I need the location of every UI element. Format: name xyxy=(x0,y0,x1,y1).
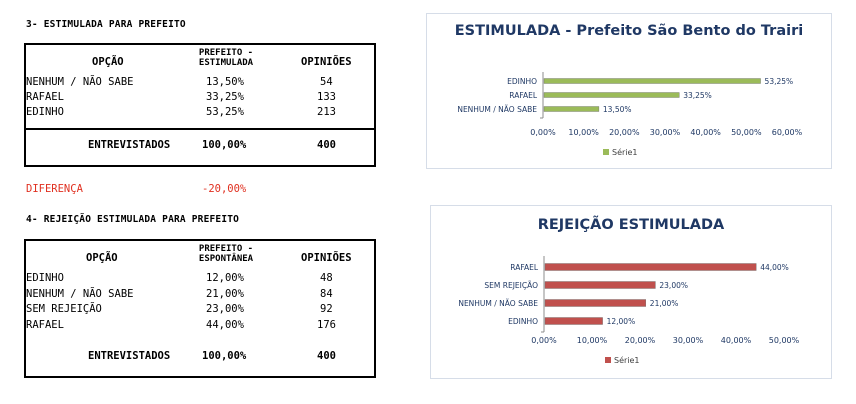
section4-header-option: OPÇÃO xyxy=(86,252,118,264)
table-row-count: 213 xyxy=(317,106,336,118)
bar xyxy=(543,92,680,98)
section4-table: OPÇÃO PREFEITO - ESPONTÂNEA OPINIÕES EDI… xyxy=(24,239,376,378)
chart-rejeicao-plot: 0,00% 10,00% 20,00% 30,00% 40,00% 50,00% EDINH… xyxy=(458,256,800,365)
data-label: 12,00% xyxy=(607,317,636,326)
chart-title: REJEIÇÃO ESTIMULADA xyxy=(537,217,725,233)
table-row-pct: 23,00% xyxy=(206,303,244,315)
x-tick-label: 30,00% xyxy=(650,128,681,137)
bar xyxy=(544,317,603,325)
category-label: NENHUM / NÃO SABE xyxy=(457,105,537,114)
chart-title: ESTIMULADA - Prefeito São Bento do Trair… xyxy=(454,23,804,39)
section4-total-pct: 100,00% xyxy=(202,350,247,362)
data-label: 23,00% xyxy=(659,281,688,290)
table-row-count: 54 xyxy=(320,76,333,88)
table-row-count: 133 xyxy=(317,91,336,103)
section3-header-option: OPÇÃO xyxy=(92,56,124,68)
table-row-count: 176 xyxy=(317,319,336,331)
difference-label: DIFERENÇA xyxy=(26,183,83,195)
data-label: 13,50% xyxy=(603,105,632,114)
x-tick-label: 50,00% xyxy=(769,336,800,345)
table-row-pct: 44,00% xyxy=(206,319,244,331)
x-tick-label: 60,00% xyxy=(772,128,803,137)
bar xyxy=(544,263,757,271)
category-label: RAFAEL xyxy=(509,91,538,100)
bar xyxy=(544,299,647,307)
table-row-option: RAFAEL xyxy=(26,91,64,103)
x-tick-label: 50,00% xyxy=(731,128,762,137)
section4-header-pct-line2: ESPONTÂNEA xyxy=(198,254,254,264)
chart-estimulada-plot: 0,00% 10,00% 20,00% 30,00% 40,00% 50,00% 60,00… xyxy=(457,72,803,157)
table-row-option: NENHUM / NÃO SABE xyxy=(26,288,134,300)
table-row-count: 84 xyxy=(320,288,333,300)
category-label: RAFAEL xyxy=(510,263,539,272)
data-label: 33,25% xyxy=(683,91,712,100)
table-row-option: RAFAEL xyxy=(26,319,64,331)
section4-title: 4- REJEIÇÃO ESTIMULADA PARA PREFEITO xyxy=(26,214,240,225)
section3-title: 3- ESTIMULADA PARA PREFEITO xyxy=(26,19,186,30)
section3-header-pct-line2: ESTIMULADA xyxy=(198,58,254,68)
table-row-pct: 13,50% xyxy=(206,76,244,88)
chart-estimulada: ESTIMULADA - Prefeito São Bento do Trair… xyxy=(426,13,832,169)
section3-total-count: 400 xyxy=(317,139,336,151)
section3-header-count: OPINIÕES xyxy=(301,56,352,68)
category-label: EDINHO xyxy=(507,77,537,86)
section4-total-label: ENTREVISTADOS xyxy=(88,350,171,362)
legend-swatch xyxy=(603,149,609,155)
table-row-option: EDINHO xyxy=(26,272,64,284)
x-tick-label: 20,00% xyxy=(625,336,656,345)
section3-table: OPÇÃO PREFEITO - ESTIMULADA OPINIÕES NEN… xyxy=(24,43,376,167)
difference-value: -20,00% xyxy=(202,183,247,195)
x-tick-label: 10,00% xyxy=(577,336,608,345)
legend-label: Série1 xyxy=(612,147,638,157)
category-label: NENHUM / NÃO SABE xyxy=(458,299,538,308)
x-tick-label: 20,00% xyxy=(609,128,640,137)
data-label: 21,00% xyxy=(650,299,679,308)
data-label: 44,00% xyxy=(760,263,789,272)
bar xyxy=(543,106,600,112)
legend-label: Série1 xyxy=(614,355,640,365)
table-row-option: SEM REJEIÇÃO xyxy=(26,303,102,315)
x-tick-label: 0,00% xyxy=(530,128,556,137)
section3-header-pct-line1: PREFEITO - xyxy=(198,48,254,58)
table-row-count: 92 xyxy=(320,303,333,315)
table-row-pct: 12,00% xyxy=(206,272,244,284)
x-tick-label: 40,00% xyxy=(690,128,721,137)
section3-total-pct: 100,00% xyxy=(202,139,247,151)
section4-total-count: 400 xyxy=(317,350,336,362)
section4-header-pct: PREFEITO - ESPONTÂNEA xyxy=(194,244,258,264)
section3-total-label: ENTREVISTADOS xyxy=(88,139,171,151)
data-label: 53,25% xyxy=(765,77,794,86)
bar xyxy=(543,78,761,84)
table-row-pct: 53,25% xyxy=(206,106,244,118)
x-tick-label: 40,00% xyxy=(721,336,752,345)
table-row-option: NENHUM / NÃO SABE xyxy=(26,76,134,88)
section4-header-pct-line1: PREFEITO - xyxy=(198,244,254,254)
bar xyxy=(544,281,656,289)
table-divider xyxy=(26,128,374,130)
table-row-count: 48 xyxy=(320,272,333,284)
legend-swatch xyxy=(605,357,611,363)
x-tick-label: 10,00% xyxy=(568,128,599,137)
category-label: SEM REJEIÇÃO xyxy=(484,281,538,290)
chart-rejeicao: REJEIÇÃO ESTIMULADA 0,00% 10,00% 20,00% 30,… xyxy=(430,205,832,379)
table-row-pct: 21,00% xyxy=(206,288,244,300)
section4-header-count: OPINIÕES xyxy=(301,252,352,264)
category-label: EDINHO xyxy=(508,317,538,326)
x-tick-label: 0,00% xyxy=(531,336,557,345)
table-row-pct: 33,25% xyxy=(206,91,244,103)
section3-header-pct: PREFEITO - ESTIMULADA xyxy=(196,48,256,68)
table-row-option: EDINHO xyxy=(26,106,64,118)
x-tick-label: 30,00% xyxy=(673,336,704,345)
